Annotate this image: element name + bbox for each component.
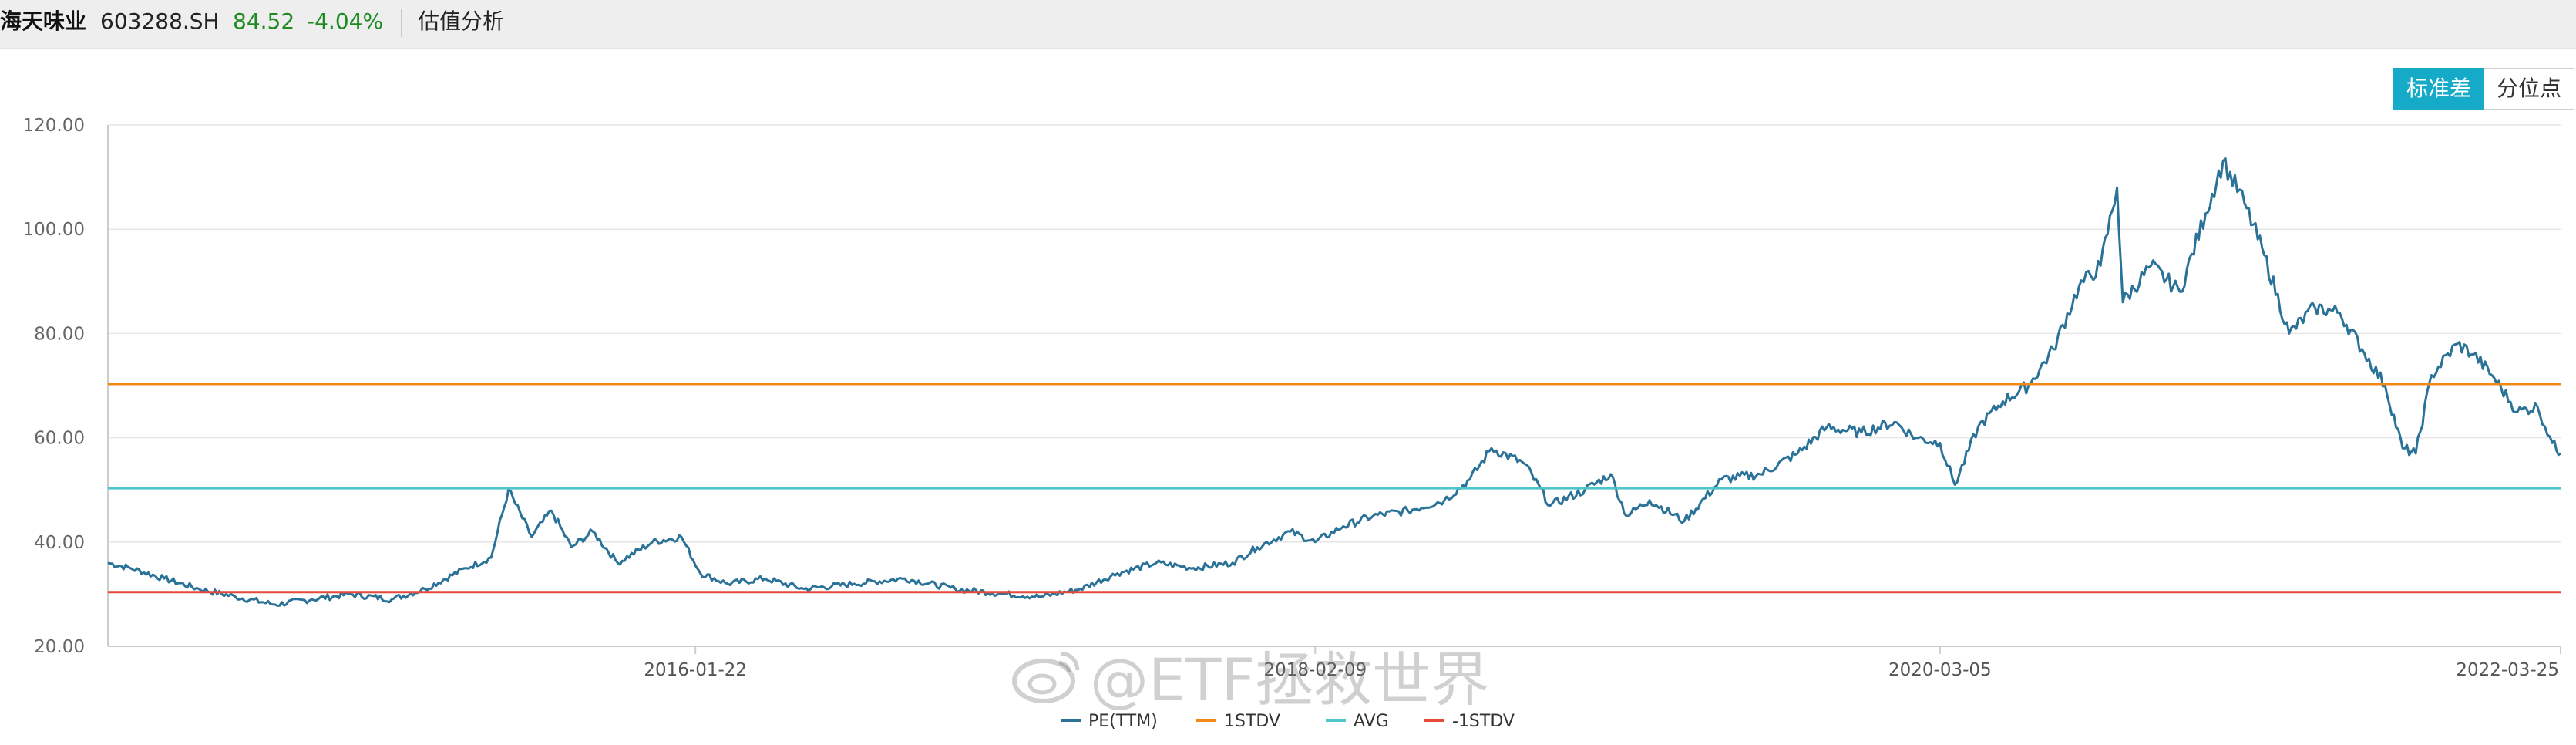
series-line-pe-ttm [107,157,2561,607]
legend-label: -1STDV [1452,712,1515,731]
stock-code: 603288.SH [100,8,220,34]
view-toggle: 标准差 分位点 [2393,68,2575,110]
y-tick-label: 40.00 [34,533,85,553]
page-title: 估值分析 [418,8,505,34]
x-tick-label: 2016-01-22 [644,660,747,680]
y-tick-label: 100.00 [23,220,85,240]
std-dev-button[interactable]: 标准差 [2393,68,2485,110]
y-tick-label: 120.00 [23,116,85,136]
watermark-text: @ETF拯救世界 [1090,646,1490,714]
legend-label: PE(TTM) [1088,712,1158,731]
x-tick-label: 2022-03-25 [2456,660,2559,680]
y-tick-label: 80.00 [34,324,85,344]
weibo-icon [1012,651,1080,703]
percentile-button[interactable]: 分位点 [2484,68,2575,110]
y-tick-label: 60.00 [34,429,85,449]
legend-label: 1STDV [1224,712,1280,731]
stock-name: 海天味业 [0,8,87,34]
y-tick-label: 20.00 [34,637,85,657]
legend-label: AVG [1354,712,1389,731]
stock-change: -4.04% [307,8,384,34]
x-tick-label: 2018-02-09 [1263,660,1367,680]
stock-price: 84.52 [233,8,295,34]
header-bar: 海天味业 603288.SH 84.52 -4.04% 估值分析 [0,0,2576,49]
header-divider [401,9,402,37]
watermark: @ETF拯救世界 [1010,636,1489,714]
x-tick-label: 2020-03-05 [1888,660,1992,680]
